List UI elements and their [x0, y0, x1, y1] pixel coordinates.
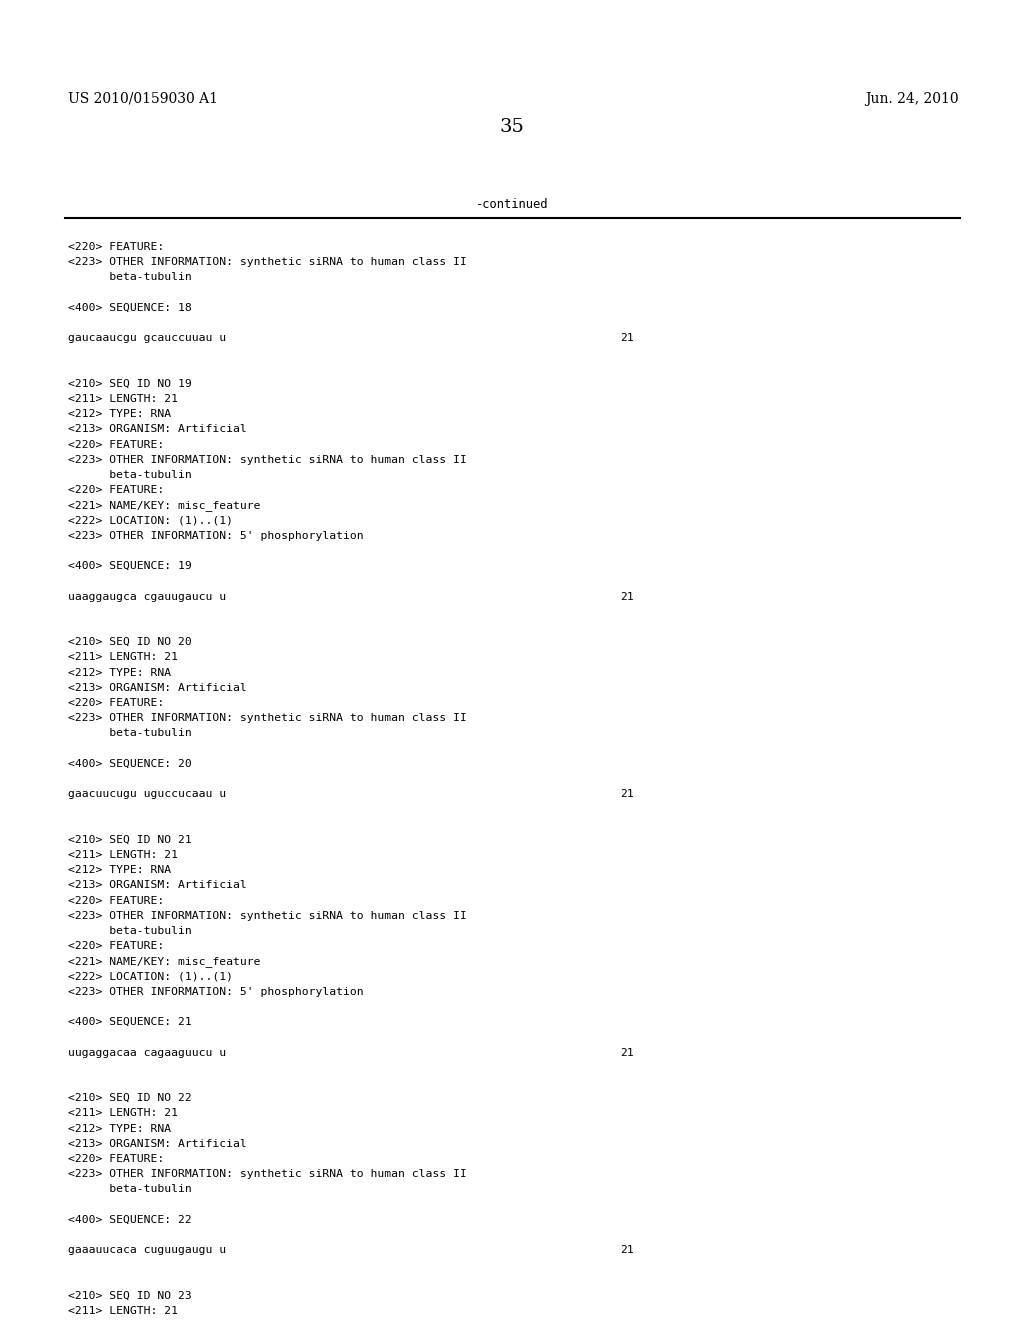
Text: <400> SEQUENCE: 22: <400> SEQUENCE: 22 — [68, 1214, 191, 1225]
Text: <222> LOCATION: (1)..(1): <222> LOCATION: (1)..(1) — [68, 516, 233, 525]
Text: <212> TYPE: RNA: <212> TYPE: RNA — [68, 668, 171, 677]
Text: gaacuucugu uguccucaau u: gaacuucugu uguccucaau u — [68, 789, 226, 799]
Text: beta-tubulin: beta-tubulin — [68, 470, 191, 480]
Text: <220> FEATURE:: <220> FEATURE: — [68, 440, 164, 450]
Text: <220> FEATURE:: <220> FEATURE: — [68, 242, 164, 252]
Text: 21: 21 — [620, 591, 634, 602]
Text: gaucaaucgu gcauccuuau u: gaucaaucgu gcauccuuau u — [68, 333, 226, 343]
Text: beta-tubulin: beta-tubulin — [68, 272, 191, 282]
Text: <223> OTHER INFORMATION: synthetic siRNA to human class II: <223> OTHER INFORMATION: synthetic siRNA… — [68, 911, 467, 921]
Text: uugaggacaa cagaaguucu u: uugaggacaa cagaaguucu u — [68, 1048, 226, 1057]
Text: US 2010/0159030 A1: US 2010/0159030 A1 — [68, 92, 218, 106]
Text: <211> LENGTH: 21: <211> LENGTH: 21 — [68, 1305, 178, 1316]
Text: <223> OTHER INFORMATION: synthetic siRNA to human class II: <223> OTHER INFORMATION: synthetic siRNA… — [68, 713, 467, 723]
Text: gaaauucaca cuguugaugu u: gaaauucaca cuguugaugu u — [68, 1245, 226, 1255]
Text: <210> SEQ ID NO 21: <210> SEQ ID NO 21 — [68, 834, 191, 845]
Text: <220> FEATURE:: <220> FEATURE: — [68, 1154, 164, 1164]
Text: <220> FEATURE:: <220> FEATURE: — [68, 895, 164, 906]
Text: <213> ORGANISM: Artificial: <213> ORGANISM: Artificial — [68, 1139, 247, 1148]
Text: <210> SEQ ID NO 22: <210> SEQ ID NO 22 — [68, 1093, 191, 1104]
Text: beta-tubulin: beta-tubulin — [68, 729, 191, 738]
Text: 21: 21 — [620, 1245, 634, 1255]
Text: <210> SEQ ID NO 19: <210> SEQ ID NO 19 — [68, 379, 191, 389]
Text: <223> OTHER INFORMATION: synthetic siRNA to human class II: <223> OTHER INFORMATION: synthetic siRNA… — [68, 455, 467, 465]
Text: beta-tubulin: beta-tubulin — [68, 927, 191, 936]
Text: <223> OTHER INFORMATION: 5' phosphorylation: <223> OTHER INFORMATION: 5' phosphorylat… — [68, 987, 364, 997]
Text: 21: 21 — [620, 333, 634, 343]
Text: <210> SEQ ID NO 20: <210> SEQ ID NO 20 — [68, 638, 191, 647]
Text: <211> LENGTH: 21: <211> LENGTH: 21 — [68, 1109, 178, 1118]
Text: <212> TYPE: RNA: <212> TYPE: RNA — [68, 409, 171, 420]
Text: <210> SEQ ID NO 23: <210> SEQ ID NO 23 — [68, 1291, 191, 1300]
Text: -continued: -continued — [476, 198, 548, 211]
Text: <223> OTHER INFORMATION: synthetic siRNA to human class II: <223> OTHER INFORMATION: synthetic siRNA… — [68, 1170, 467, 1179]
Text: <400> SEQUENCE: 20: <400> SEQUENCE: 20 — [68, 759, 191, 768]
Text: 35: 35 — [500, 117, 524, 136]
Text: <223> OTHER INFORMATION: 5' phosphorylation: <223> OTHER INFORMATION: 5' phosphorylat… — [68, 531, 364, 541]
Text: <212> TYPE: RNA: <212> TYPE: RNA — [68, 865, 171, 875]
Text: <211> LENGTH: 21: <211> LENGTH: 21 — [68, 652, 178, 663]
Text: <213> ORGANISM: Artificial: <213> ORGANISM: Artificial — [68, 425, 247, 434]
Text: <222> LOCATION: (1)..(1): <222> LOCATION: (1)..(1) — [68, 972, 233, 982]
Text: <213> ORGANISM: Artificial: <213> ORGANISM: Artificial — [68, 682, 247, 693]
Text: <220> FEATURE:: <220> FEATURE: — [68, 698, 164, 708]
Text: <211> LENGTH: 21: <211> LENGTH: 21 — [68, 850, 178, 861]
Text: <223> OTHER INFORMATION: synthetic siRNA to human class II: <223> OTHER INFORMATION: synthetic siRNA… — [68, 257, 467, 267]
Text: <221> NAME/KEY: misc_feature: <221> NAME/KEY: misc_feature — [68, 500, 260, 511]
Text: <211> LENGTH: 21: <211> LENGTH: 21 — [68, 393, 178, 404]
Text: <400> SEQUENCE: 19: <400> SEQUENCE: 19 — [68, 561, 191, 572]
Text: beta-tubulin: beta-tubulin — [68, 1184, 191, 1195]
Text: <220> FEATURE:: <220> FEATURE: — [68, 486, 164, 495]
Text: <212> TYPE: RNA: <212> TYPE: RNA — [68, 1123, 171, 1134]
Text: 21: 21 — [620, 1048, 634, 1057]
Text: <221> NAME/KEY: misc_feature: <221> NAME/KEY: misc_feature — [68, 957, 260, 968]
Text: <400> SEQUENCE: 18: <400> SEQUENCE: 18 — [68, 302, 191, 313]
Text: uaaggaugca cgauugaucu u: uaaggaugca cgauugaucu u — [68, 591, 226, 602]
Text: <213> ORGANISM: Artificial: <213> ORGANISM: Artificial — [68, 880, 247, 891]
Text: 21: 21 — [620, 789, 634, 799]
Text: <220> FEATURE:: <220> FEATURE: — [68, 941, 164, 952]
Text: <400> SEQUENCE: 21: <400> SEQUENCE: 21 — [68, 1018, 191, 1027]
Text: Jun. 24, 2010: Jun. 24, 2010 — [865, 92, 959, 106]
